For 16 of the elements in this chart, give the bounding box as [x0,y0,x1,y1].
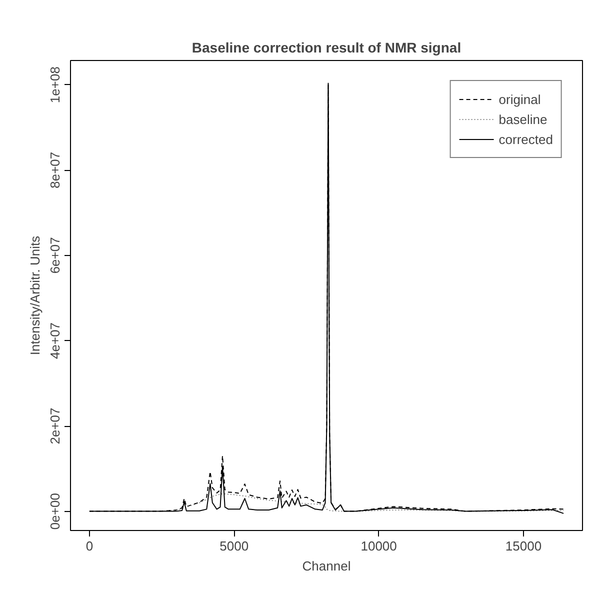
x-tick-label: 10000 [360,538,397,554]
x-axis-title: Channel [302,558,351,574]
chart-title: Baseline correction result of NMR signal [192,40,462,56]
y-tick-label: 2e+07 [48,408,62,444]
legend-label: corrected [498,132,553,146]
y-tick-label: 6e+07 [48,237,62,274]
x-tick-label: 15000 [505,538,542,554]
y-tick-label: 8e+07 [48,152,62,188]
x-tick-label: 0 [86,538,94,554]
y-tick-label: 4e+07 [48,322,62,359]
legend-label: baseline [498,112,548,126]
legend-label: original [498,92,541,106]
y-tick-label: 1e+08 [48,66,62,104]
y-tick-label: 0e+00 [48,493,62,530]
y-axis-title: Intensity/Arbitr. Units [28,235,42,356]
x-tick-label: 5000 [220,538,249,554]
